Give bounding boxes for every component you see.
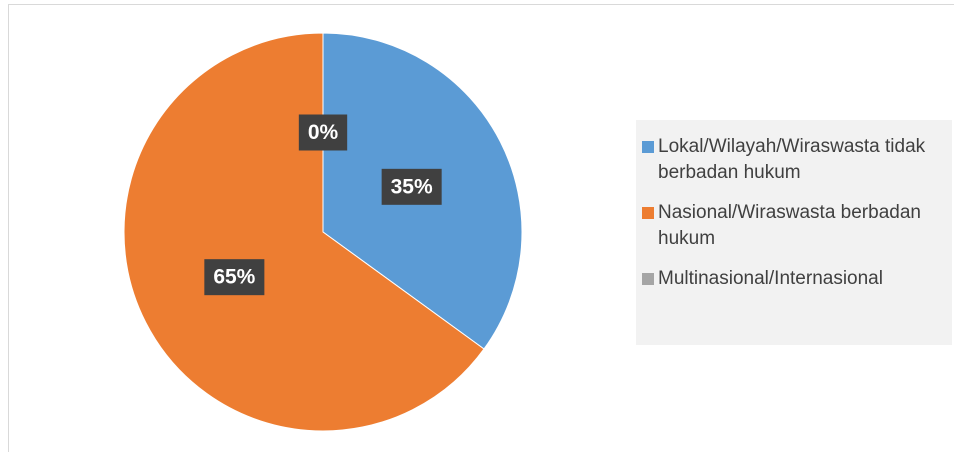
legend-label: Nasional/Wiraswasta berbadan hukum xyxy=(658,202,921,249)
data-label-box xyxy=(298,114,348,151)
pie-slice xyxy=(123,32,485,432)
data-label-text: 0% xyxy=(308,121,339,144)
data-label-text: 35% xyxy=(391,175,433,198)
data-label: 0% xyxy=(298,114,348,151)
legend-swatch xyxy=(642,141,654,153)
data-label-text: 65% xyxy=(213,266,255,289)
legend-entry: Multinasional/Internasional xyxy=(642,266,952,292)
legend-swatch xyxy=(642,273,654,285)
data-label-box xyxy=(381,168,442,205)
legend-entry: Nasional/Wiraswasta berbadan hukum xyxy=(642,200,952,252)
chart-border xyxy=(8,4,954,452)
data-label: 35% xyxy=(381,168,442,205)
data-label-box xyxy=(204,259,265,296)
data-label: 65% xyxy=(204,259,265,296)
legend: Lokal/Wilayah/Wiraswasta tidak berbadan … xyxy=(636,120,952,345)
legend-entry: Lokal/Wilayah/Wiraswasta tidak berbadan … xyxy=(642,134,952,186)
legend-label: Lokal/Wilayah/Wiraswasta tidak berbadan … xyxy=(658,136,926,183)
legend-label: Multinasional/Internasional xyxy=(658,268,883,289)
legend-swatch xyxy=(642,207,654,219)
